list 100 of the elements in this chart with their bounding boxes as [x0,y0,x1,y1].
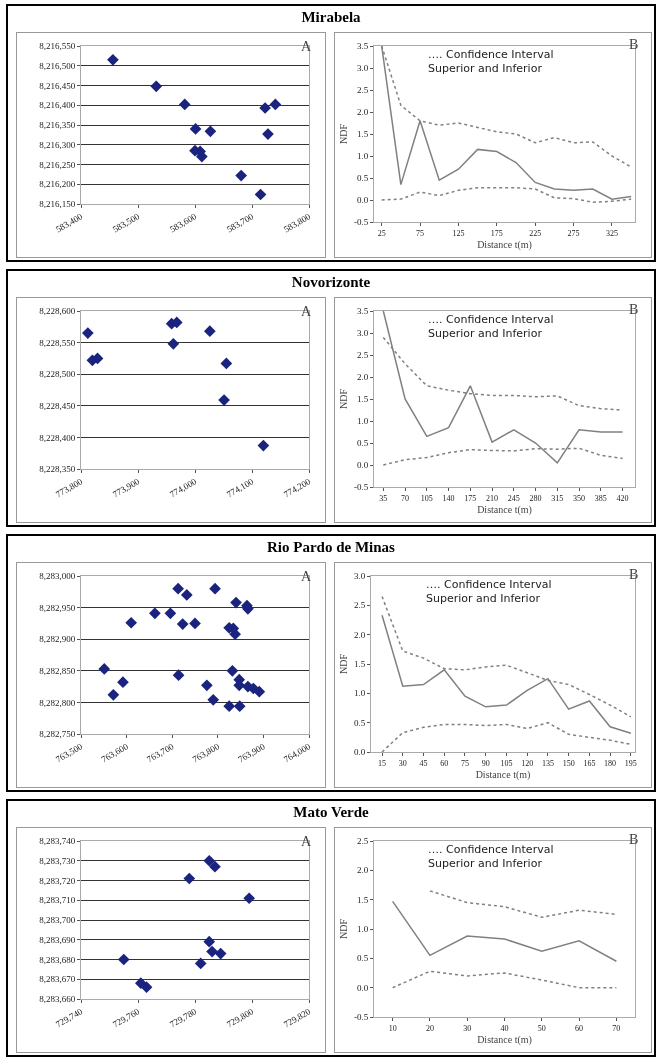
point [220,357,233,370]
y-tick-label: 0.0 [356,195,369,206]
point [243,892,255,905]
x-tick-label: 120 [521,758,534,768]
y-tick-label: 8,283,660 [39,994,76,1005]
y-tick-label: 1.0 [356,416,369,427]
y-tick-label: -0.5 [353,482,369,493]
point [176,618,189,630]
y-tick-label: 0.5 [353,717,366,728]
point [233,700,246,713]
y-tick-label: 8,216,450 [39,80,76,91]
line-series [382,311,624,464]
point [206,945,218,958]
y-tick-label: 3.0 [356,63,369,74]
annotation: …. Confidence Interval Superior and Inferior [426,578,552,606]
point [253,685,266,698]
y-tick-label: 8,282,750 [39,729,76,740]
point [254,188,267,201]
x-tick-label: 25 [377,228,386,238]
y-tick-label: 3.5 [356,306,369,317]
y-tick-label: 0.5 [356,173,369,184]
x-tick-label: 385 [594,493,607,503]
point [180,589,193,601]
y-tick-label: 8,228,400 [39,432,76,443]
x-tick-label: 35 [379,493,388,503]
point [140,981,153,993]
x-tick-label: 140 [442,493,455,503]
point [172,669,185,682]
point [107,53,119,66]
y-tick-label: 8,282,900 [39,634,76,645]
x-tick-label: 70 [401,493,410,503]
point [183,872,196,885]
x-tick-label: 45 [419,758,428,768]
y-tick-label: 2.5 [353,600,366,611]
point [125,616,138,629]
x-tick-label: 125 [452,228,465,238]
y-tick-label: 0.0 [356,982,369,993]
point [203,854,216,867]
y-tick-label: 8,283,710 [39,895,76,906]
x-axis-title: Distance t(m) [477,239,532,252]
y-axis-title: NDF [337,388,349,410]
y-tick-label: 0.0 [356,460,369,471]
x-tick-label: 60 [440,758,449,768]
point [209,860,221,873]
x-tick-label: 280 [529,493,542,503]
chart-title: Mato Verde [292,804,370,821]
y-tick-label: 1.5 [356,394,369,405]
x-tick-label: 15 [378,758,387,768]
y-tick-label: 3.5 [356,41,369,52]
annotation: B [629,37,639,52]
x-axis-title: Distance t(m) [477,1034,532,1047]
y-tick-label: 0.5 [356,438,369,449]
y-tick-label: 8,283,000 [39,571,76,582]
point [117,953,130,966]
annotation: A [301,834,312,849]
y-tick-label: 8,216,350 [39,120,76,131]
y-tick-label: 8,216,200 [39,179,76,190]
x-tick-label: 210 [486,493,499,503]
y-tick-label: 1.5 [356,894,369,905]
y-tick-label: -0.5 [353,1012,369,1023]
x-tick-label: 105 [420,493,433,503]
y-tick-label: -0.5 [353,217,369,228]
chart-title: Novorizonte [290,274,372,291]
x-tick-label: 70 [612,1023,621,1033]
x-tick-label: 275 [567,228,580,238]
x-tick-label: 350 [573,493,586,503]
y-tick-label: 2.0 [356,372,369,383]
point [257,439,270,452]
y-tick-label: 1.0 [356,151,369,162]
y-tick-label: 0.5 [356,953,369,964]
y-tick-label: 8,283,730 [39,855,76,866]
y-tick-label: 8,282,850 [39,665,76,676]
y-tick-label: 8,283,720 [39,875,76,886]
y-axis-title: NDF [337,123,349,145]
x-tick-label: 20 [425,1023,434,1033]
x-tick-label: 75 [416,228,425,238]
y-tick-label: 8,228,600 [39,306,76,317]
point [81,327,94,339]
x-tick-label: 60 [575,1023,584,1033]
x-tick-label: 420 [616,493,629,503]
line-series [391,970,618,989]
x-tick-label: 105 [500,758,513,768]
y-tick-label: 8,283,690 [39,934,76,945]
x-axis-title: Distance t(m) [477,504,532,517]
y-tick-label: 2.0 [356,865,369,876]
point [226,664,239,677]
x-tick-label: 135 [541,758,554,768]
y-tick-label: 3.0 [353,571,366,582]
point [218,394,230,406]
point [98,663,111,675]
line-series [381,721,632,752]
annotation: …. Confidence Interval Superior and Inferior [428,48,554,76]
y-tick-label: 8,283,680 [39,954,76,965]
annotation: …. Confidence Interval Superior and Inferior [428,313,554,341]
y-axis-title: NDF [337,653,349,675]
annotation: B [629,567,639,582]
point [172,582,184,595]
x-tick-label: 180 [604,758,617,768]
point [189,123,202,135]
x-tick-label: 315 [551,493,564,503]
